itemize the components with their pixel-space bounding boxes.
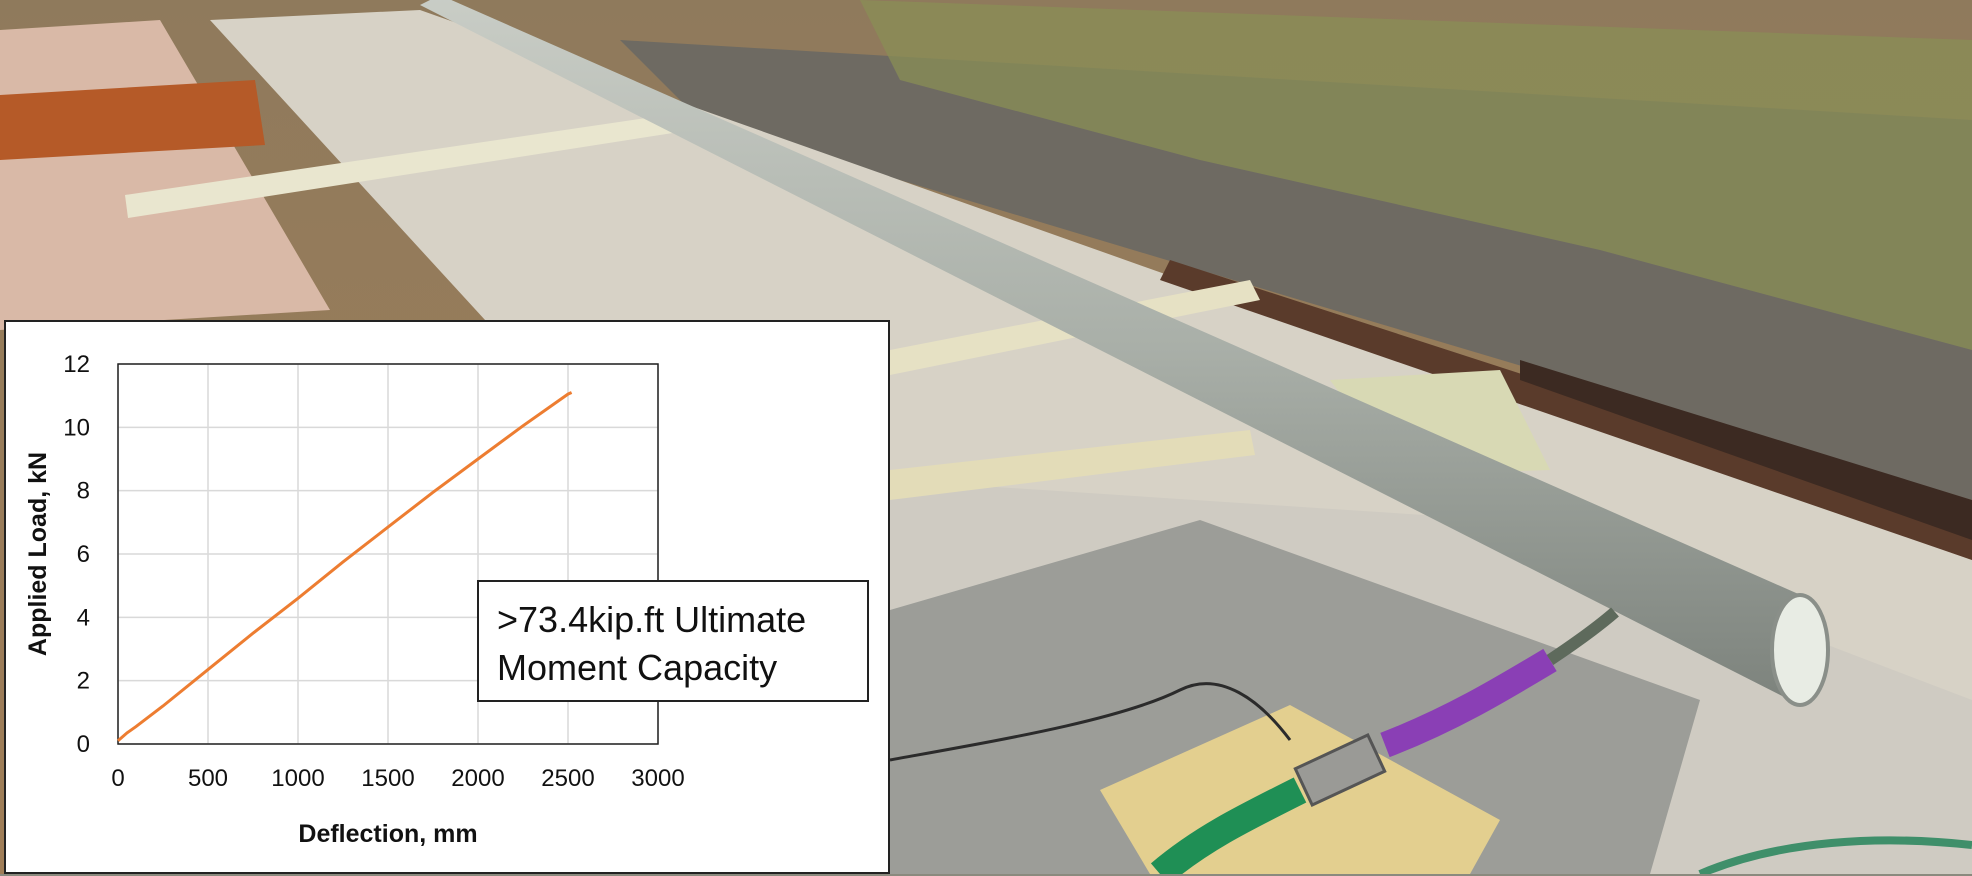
annotation-box: >73.4kip.ft Ultimate Moment Capacity bbox=[477, 580, 869, 702]
chart-panel: 0 500 1000 1500 2000 2500 3000 0 2 4 6 8 10 12 Defle… bbox=[4, 320, 890, 874]
y-tick-label: 10 bbox=[63, 414, 90, 441]
x-tick-label: 3000 bbox=[631, 765, 684, 792]
y-axis-title: Applied Load, kN bbox=[24, 452, 52, 656]
y-tick-label: 12 bbox=[63, 351, 90, 378]
y-tick-label: 0 bbox=[77, 731, 90, 758]
y-tick-label: 4 bbox=[77, 604, 90, 631]
x-tick-label: 0 bbox=[111, 765, 124, 792]
annotation-line-1: >73.4kip.ft Ultimate bbox=[497, 596, 849, 644]
x-axis-title: Deflection, mm bbox=[298, 820, 477, 848]
y-tick-label: 6 bbox=[77, 541, 90, 568]
x-tick-labels: 0 500 1000 1500 2000 2500 3000 bbox=[111, 765, 684, 792]
x-tick-label: 2500 bbox=[541, 765, 594, 792]
y-tick-labels: 0 2 4 6 8 10 12 bbox=[63, 351, 90, 758]
x-tick-label: 2000 bbox=[451, 765, 504, 792]
y-tick-label: 8 bbox=[77, 478, 90, 505]
annotation-line-2: Moment Capacity bbox=[497, 644, 849, 692]
x-tick-label: 1500 bbox=[361, 765, 414, 792]
x-tick-label: 1000 bbox=[271, 765, 324, 792]
pole-end-opening bbox=[1772, 595, 1828, 705]
y-tick-label: 2 bbox=[77, 668, 90, 695]
x-tick-label: 500 bbox=[188, 765, 228, 792]
